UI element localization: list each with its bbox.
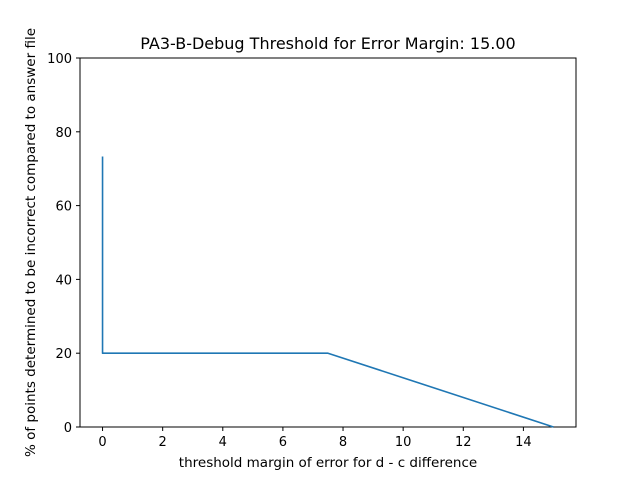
x-tick-label: 12 [455, 435, 472, 450]
y-tick-label: 40 [55, 273, 72, 288]
y-tick-label: 100 [47, 52, 72, 67]
y-tick-label: 20 [55, 347, 72, 362]
x-tick-label: 2 [159, 435, 167, 450]
x-tick-label: 8 [339, 435, 347, 450]
plot-frame [79, 57, 577, 428]
x-axis-label: threshold margin of error for d - c diff… [179, 455, 477, 471]
y-axis: 0 20 40 60 80 100 [47, 52, 80, 436]
x-axis: 0 2 4 6 8 10 12 14 [98, 427, 532, 450]
plot-area [79, 57, 577, 428]
y-tick-label: 60 [55, 200, 72, 215]
x-tick-label: 4 [219, 435, 227, 450]
x-tick-label: 6 [279, 435, 287, 450]
x-tick-label: 14 [515, 435, 532, 450]
chart-title: PA3-B-Debug Threshold for Error Margin: … [140, 34, 515, 53]
y-axis-label: % of points determined to be incorrect c… [23, 28, 39, 457]
x-tick-label: 10 [395, 435, 412, 450]
series-layer [101, 156, 554, 428]
y-tick-label: 80 [55, 126, 72, 141]
series-line [101, 156, 554, 428]
x-tick-label: 0 [98, 435, 106, 450]
y-tick-label: 0 [64, 421, 72, 436]
